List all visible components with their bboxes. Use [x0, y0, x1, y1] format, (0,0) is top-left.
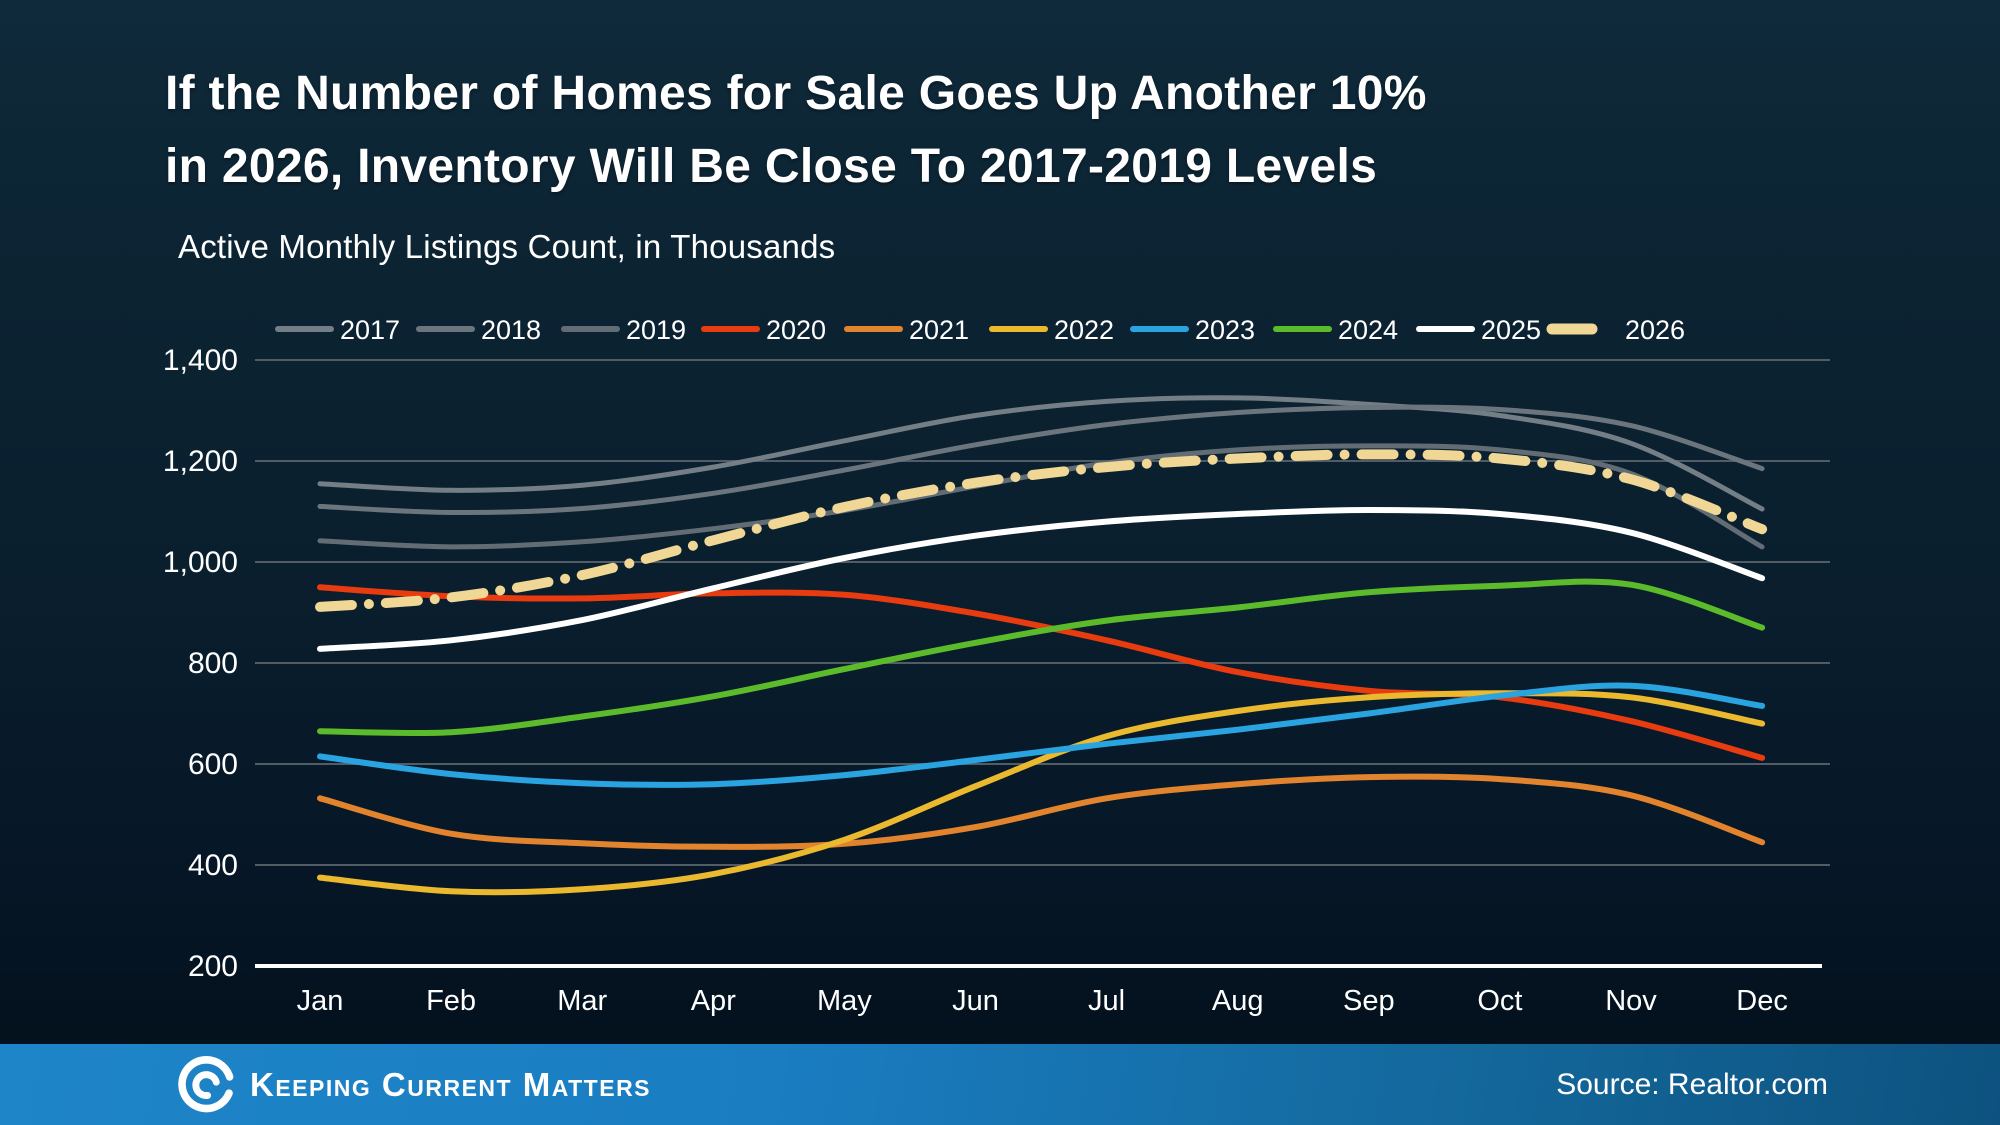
legend-label-2026: 2026	[1625, 315, 1685, 345]
series-line-2021	[317, 773, 1766, 850]
y-tick-label-1400: 1,400	[163, 344, 238, 377]
legend-label-2020: 2020	[766, 315, 826, 345]
page-title: If the Number of Homes for Sale Goes Up …	[165, 57, 1427, 203]
source-credit: Source: Realtor.com	[1556, 1067, 1828, 1101]
legend-label-2018: 2018	[481, 315, 541, 345]
month-label-Nov: Nov	[1605, 985, 1657, 1017]
brand-name: Keeping Current Matters	[250, 1065, 652, 1103]
y-tick-label-200: 200	[188, 950, 238, 983]
brand-lockup: Keeping Current Matters	[178, 1055, 652, 1114]
series-line-2026	[315, 449, 1768, 612]
month-label-May: May	[817, 985, 872, 1017]
page-title-line2: in 2026, Inventory Will Be Close To 2017…	[165, 140, 1378, 193]
y-tick-label-1000: 1,000	[163, 546, 238, 579]
series-line-2024	[317, 578, 1766, 737]
legend-label-2019: 2019	[626, 315, 686, 345]
legend-label-2021: 2021	[909, 315, 969, 345]
month-label-Mar: Mar	[557, 985, 607, 1017]
month-label-Dec: Dec	[1736, 985, 1788, 1017]
series-line-2017	[317, 395, 1765, 512]
series-line-2025	[317, 507, 1766, 652]
y-tick-label-800: 800	[188, 647, 238, 680]
month-label-Jan: Jan	[297, 985, 344, 1017]
month-label-Oct: Oct	[1477, 985, 1522, 1017]
y-tick-label-600: 600	[188, 748, 238, 781]
y-tick-label-1200: 1,200	[163, 445, 238, 478]
kcm-swirl-icon	[178, 1055, 234, 1112]
chart-subtitle: Active Monthly Listings Count, in Thousa…	[178, 228, 836, 265]
month-label-Jun: Jun	[952, 985, 999, 1017]
month-label-Feb: Feb	[426, 985, 476, 1017]
series-line-2023	[317, 682, 1766, 788]
month-label-Jul: Jul	[1088, 985, 1125, 1017]
footer-bar: Keeping Current Matters Source: Realtor.…	[0, 1044, 2000, 1125]
series-line-2020	[317, 584, 1766, 761]
legend-label-2023: 2023	[1195, 315, 1255, 345]
y-tick-label-400: 400	[188, 849, 238, 882]
month-label-Aug: Aug	[1212, 985, 1264, 1017]
page-title-line1: If the Number of Homes for Sale Goes Up …	[165, 67, 1427, 120]
legend-label-2017: 2017	[340, 315, 400, 345]
month-label-Sep: Sep	[1343, 985, 1395, 1017]
legend-label-2022: 2022	[1054, 315, 1114, 345]
month-label-Apr: Apr	[691, 985, 736, 1017]
series-line-2018	[317, 404, 1765, 516]
legend-label-2025: 2025	[1481, 315, 1541, 345]
legend-label-2024: 2024	[1338, 315, 1398, 345]
